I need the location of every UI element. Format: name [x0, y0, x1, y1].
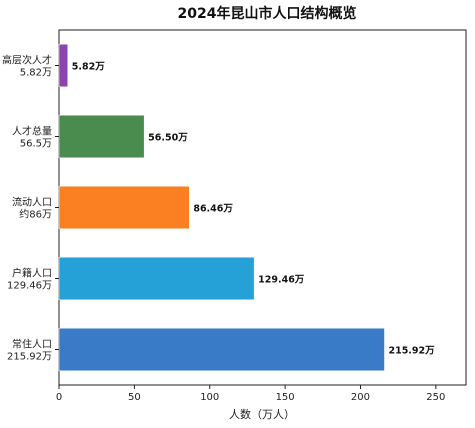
category-label: 户籍人口	[12, 267, 52, 280]
category-sublabel: 5.82万	[20, 68, 52, 79]
data-label: 215.92万	[388, 346, 435, 357]
category-sublabel: 215.92万	[7, 352, 52, 363]
data-label: 56.50万	[148, 133, 188, 144]
data-label: 5.82万	[72, 62, 105, 73]
bar	[58, 327, 385, 372]
x-tick-label: 100	[200, 392, 219, 403]
plot-area: 0 50 100 150 200 250高层次人才5.82万5.82万人才总量56.5万5…	[2, 29, 467, 403]
bar	[58, 185, 190, 230]
bar	[58, 114, 145, 159]
category-label: 高层次人才	[2, 54, 52, 67]
data-label: 129.46万	[258, 275, 305, 286]
category-label: 人才总量	[12, 125, 52, 138]
category-label: 常住人口	[12, 338, 52, 351]
bar	[58, 256, 255, 301]
x-tick-label: 250	[426, 392, 445, 403]
x-tick-label: 0	[56, 392, 62, 403]
x-tick-label: 150	[276, 392, 295, 403]
category-label: 流动人口	[12, 196, 52, 209]
data-label: 86.46万	[193, 204, 233, 215]
category-sublabel: 约86万	[19, 208, 52, 221]
chart-title: 2024年昆山市人口结构概览	[178, 5, 357, 22]
x-axis-label: 人数（万人）	[229, 408, 295, 421]
category-sublabel: 56.5万	[20, 139, 52, 150]
bar	[58, 43, 69, 88]
category-sublabel: 129.46万	[7, 281, 52, 292]
x-tick-label: 50	[128, 392, 141, 403]
x-tick-label: 200	[351, 392, 370, 403]
